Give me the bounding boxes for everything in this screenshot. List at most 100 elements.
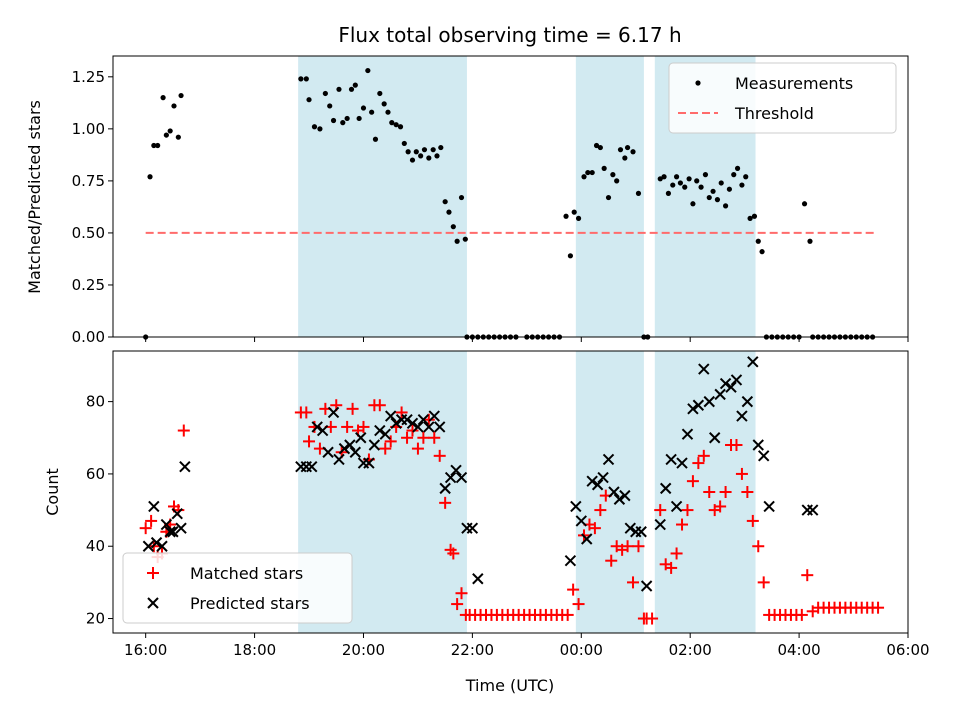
matched-star-point (455, 587, 468, 600)
matched-star-point (395, 406, 408, 419)
predicted-star-point (692, 399, 705, 411)
predicted-star-point (311, 421, 323, 433)
matched-star-point (632, 540, 645, 553)
predicted-star-point (412, 421, 424, 433)
predicted-star-point (333, 453, 345, 466)
matched-star-point (373, 399, 386, 412)
predicted-star-point (747, 356, 759, 368)
legend-predicted-marker (147, 597, 159, 609)
measurement-point (413, 149, 419, 155)
measurement-point (722, 203, 729, 209)
measurement-point (327, 103, 333, 109)
y-tick-label: 0.50 (72, 224, 105, 242)
predicted-star-point (316, 424, 329, 437)
matched-star-point (676, 518, 689, 531)
predicted-star-point (613, 493, 626, 505)
matched-star-point (757, 576, 770, 589)
predicted-star-point (327, 406, 340, 419)
measurement-point (155, 142, 161, 149)
x-tick-label: 22:00 (451, 641, 494, 659)
measurement-point (426, 155, 432, 161)
matched-star-point (139, 522, 152, 535)
measurement-point (759, 249, 765, 255)
predicted-star-point (619, 489, 631, 502)
measurement-point (175, 134, 181, 140)
measurement-point (401, 140, 407, 147)
predicted-star-point (624, 522, 637, 534)
top-legend-box (668, 62, 897, 134)
top-y-axis-label: Matched/Predicted stars (25, 100, 44, 294)
measurement-point (593, 142, 600, 149)
matched-star-point (681, 504, 694, 517)
matched-star-point (384, 435, 397, 448)
predicted-star-point (384, 410, 397, 422)
matched-star-point (572, 598, 585, 611)
matched-star-point (801, 569, 814, 582)
matched-star-point (646, 612, 659, 625)
predicted-star-point (570, 500, 582, 513)
matched-star-point (735, 467, 748, 480)
y-tick-label: 80 (86, 393, 105, 411)
measurement-point (670, 182, 676, 188)
measurement-point (682, 184, 688, 190)
measurement-point (151, 142, 157, 149)
predicted-star-point (708, 432, 721, 444)
measurement-point (731, 172, 737, 178)
y-tick-label: 60 (86, 465, 105, 483)
predicted-star-point (665, 453, 677, 466)
predicted-star-point (390, 417, 402, 430)
bottom-panel-marks (139, 356, 885, 625)
matched-star-point (406, 424, 419, 437)
predicted-star-point (417, 413, 430, 426)
measurement-point (421, 147, 428, 153)
measurement-point (336, 86, 342, 92)
matched-star-point (417, 431, 430, 444)
measurement-point (581, 174, 587, 180)
matched-star-point (341, 420, 354, 433)
predicted-star-point (676, 457, 688, 469)
measurement-point (393, 122, 399, 128)
measurement-point (665, 190, 672, 196)
predicted-star-point (164, 526, 176, 538)
measurement-point (702, 172, 709, 178)
measurement-point (352, 82, 358, 88)
measurement-point (610, 172, 616, 178)
measurement-point (434, 153, 440, 159)
measurement-point (298, 76, 304, 82)
predicted-star-point (763, 500, 775, 513)
bottom-legend-box (122, 552, 353, 624)
x-tick-label: 20:00 (342, 641, 385, 659)
matched-star-point (714, 500, 727, 513)
measurement-point (630, 149, 636, 155)
matched-star-point (697, 449, 710, 462)
measurement-point (397, 124, 404, 130)
measurement-point (330, 117, 337, 124)
predicted-star-point (167, 526, 179, 538)
matched-star-point (451, 598, 464, 611)
measurement-point (657, 176, 663, 182)
predicted-star-point (171, 507, 183, 520)
measurement-point (322, 90, 328, 97)
measurement-point (356, 115, 362, 122)
measurement-point (377, 90, 383, 97)
predicted-star-point (401, 413, 413, 426)
predicted-star-point (575, 515, 587, 527)
predicted-star-point (640, 580, 653, 592)
measurement-point (743, 174, 749, 180)
predicted-star-point (374, 424, 386, 437)
measurement-point (381, 101, 387, 107)
shaded-interval (575, 351, 644, 633)
measurement-point (385, 109, 391, 115)
measurement-point (575, 215, 582, 221)
matched-star-point (145, 514, 158, 527)
top-panel-frame (112, 55, 909, 338)
predicted-star-point (736, 410, 748, 422)
measurement-point (690, 201, 696, 207)
measurement-point (718, 180, 724, 186)
measurement-point (306, 97, 312, 103)
measurement-point (614, 178, 620, 184)
bottom-panel: 20 40 60 80 16:00 18:00 20:00 22:00 00:00 02:00 0… (43, 350, 930, 695)
shaded-interval (298, 56, 467, 337)
measurement-point (801, 201, 808, 207)
